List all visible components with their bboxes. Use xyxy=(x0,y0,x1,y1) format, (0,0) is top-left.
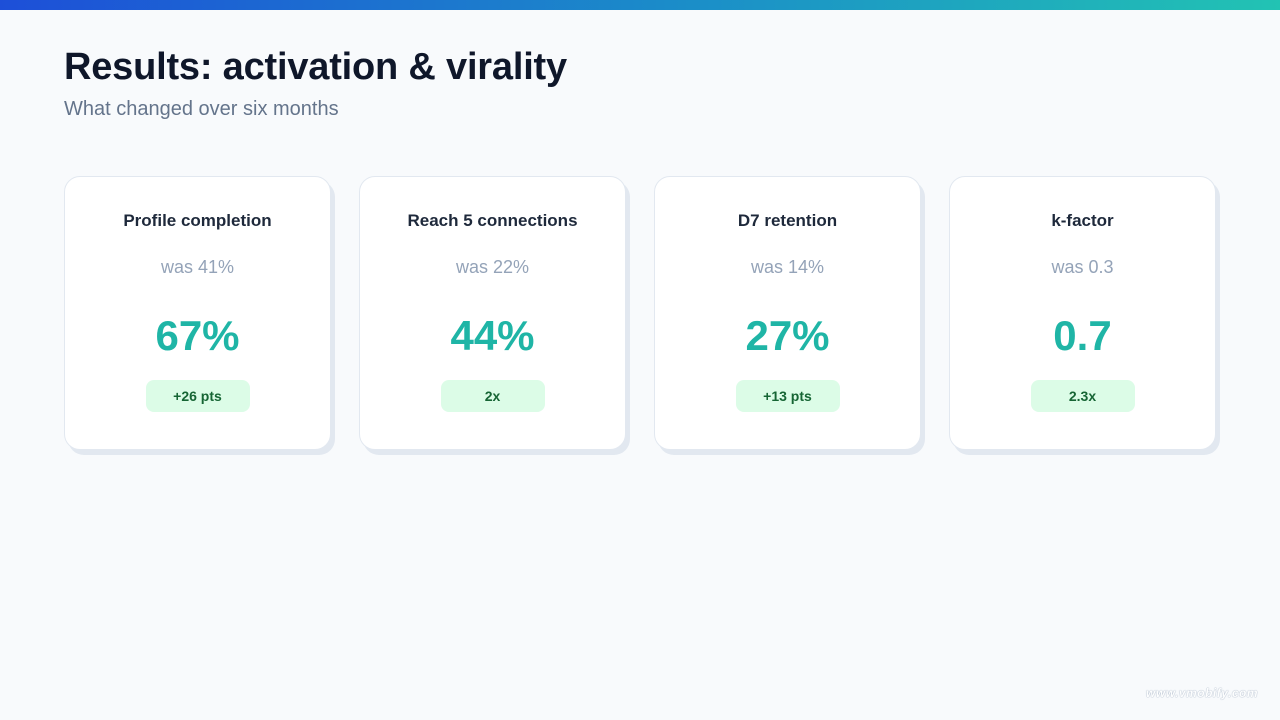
metric-current-value: 0.7 xyxy=(1053,312,1112,359)
metric-label: D7 retention xyxy=(737,211,838,230)
metric-delta-badge: 2x xyxy=(440,380,545,412)
metric-label: k-factor xyxy=(1051,211,1114,230)
metric-current-value: 67% xyxy=(155,312,240,359)
slide-title: Results: activation & virality xyxy=(64,46,567,88)
metric-card-d7-retention: D7 retention was 14% 27% +13 pts xyxy=(654,176,921,450)
metric-current-value: 44% xyxy=(450,312,535,359)
metric-current-value: 27% xyxy=(745,312,830,359)
metric-label: Profile completion xyxy=(123,211,272,230)
metric-card-reach-5-connections: Reach 5 connections was 22% 44% 2x xyxy=(359,176,626,450)
metric-label: Reach 5 connections xyxy=(407,211,578,230)
metric-delta-badge: 2.3x xyxy=(1030,380,1135,412)
slide-subtitle: What changed over six months xyxy=(64,98,339,120)
metric-card-k-factor: k-factor was 0.3 0.7 2.3x xyxy=(949,176,1216,450)
metric-previous-value: was 41% xyxy=(160,257,235,277)
metric-delta-badge: +26 pts xyxy=(145,380,250,412)
top-accent-bar xyxy=(0,0,1280,10)
metric-previous-value: was 22% xyxy=(455,257,530,277)
metric-previous-value: was 14% xyxy=(750,257,825,277)
metric-previous-value: was 0.3 xyxy=(1051,257,1114,277)
watermark: www.vmobify.com xyxy=(1146,686,1258,700)
metric-delta-badge: +13 pts xyxy=(735,380,840,412)
metric-card-profile-completion: Profile completion was 41% 67% +26 pts xyxy=(64,176,331,450)
metric-cards: Profile completion was 41% 67% +26 pts R… xyxy=(64,176,1216,450)
